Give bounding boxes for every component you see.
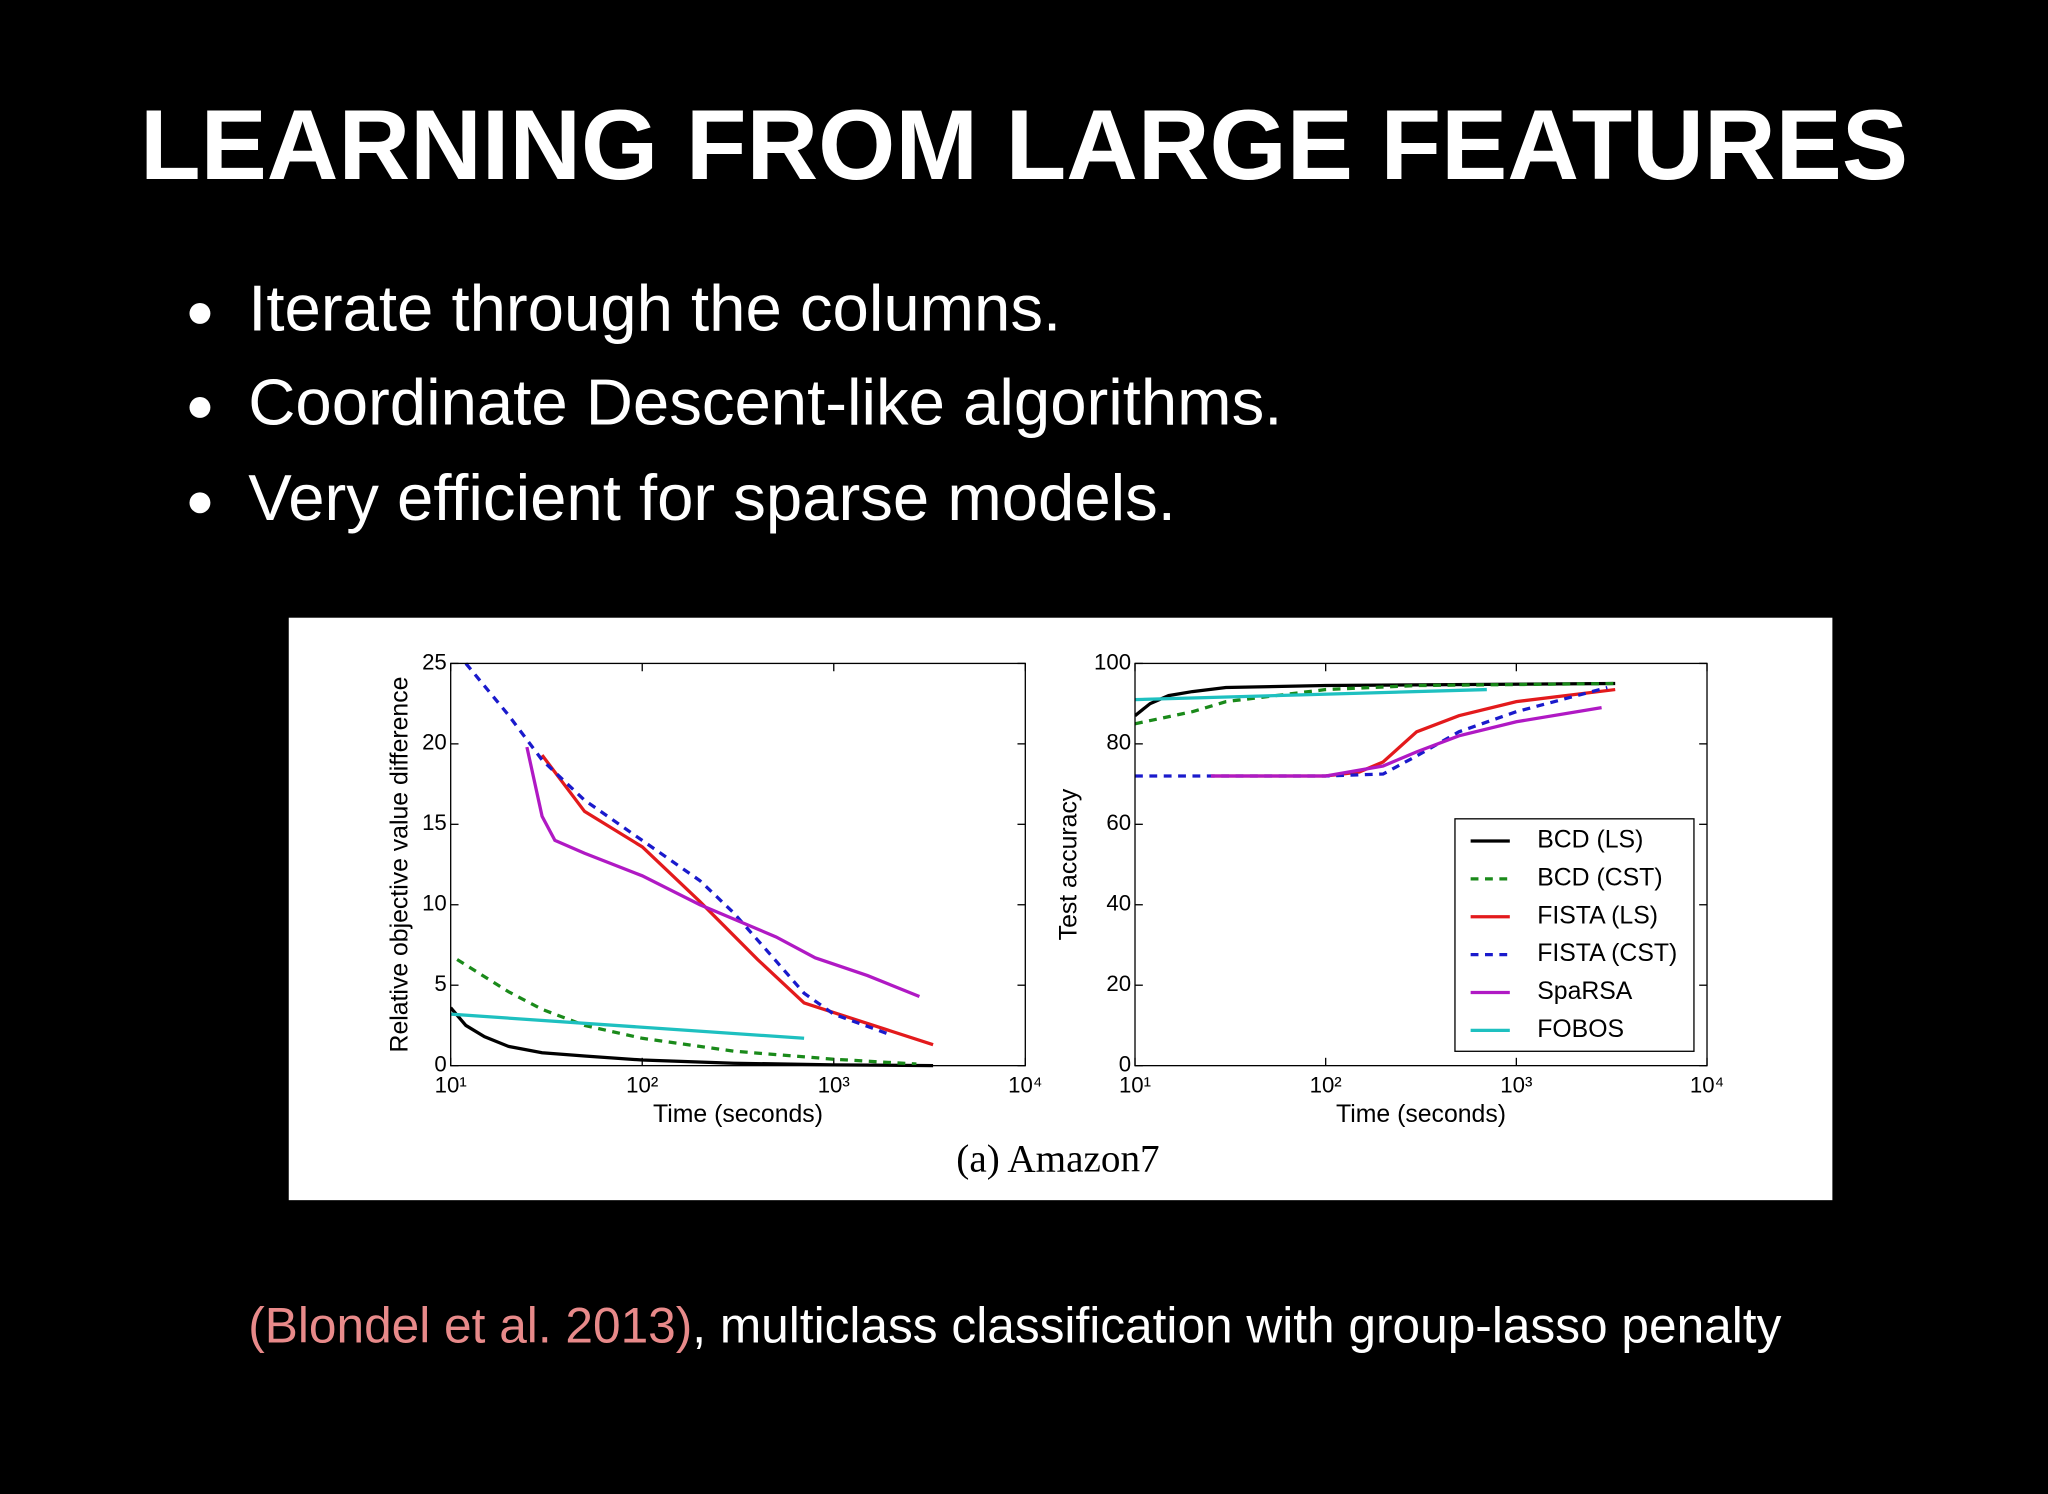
figure-caption: (a) Amazon7 [956, 1137, 1159, 1180]
citation-text: , multiclass classification with group-l… [692, 1298, 1781, 1354]
y-tick-label: 100 [1094, 649, 1131, 674]
slide-title: LEARNING FROM LARGE FEATURES [140, 90, 1908, 201]
series-line [1135, 681, 1616, 717]
y-axis-label: Relative objective value difference [387, 677, 414, 1053]
y-tick-label: 0 [434, 1052, 446, 1077]
y-tick-label: 20 [1106, 971, 1131, 996]
legend-label: BCD (CST) [1537, 864, 1662, 891]
series-line [450, 1006, 934, 1068]
x-tick-label: 10³ [818, 1072, 850, 1097]
y-tick-label: 10 [422, 891, 447, 916]
legend-label: FISTA (LS) [1537, 902, 1658, 929]
y-tick-label: 0 [1119, 1052, 1131, 1077]
x-tick-label: 10² [626, 1072, 658, 1097]
series-line [450, 1012, 805, 1040]
bullet: Coordinate Descent-like algorithms. [248, 366, 1282, 439]
y-tick-label: 60 [1106, 810, 1131, 835]
legend-label: FISTA (CST) [1537, 940, 1677, 967]
x-axis-label: Time (seconds) [653, 1101, 823, 1128]
y-tick-label: 5 [434, 971, 446, 996]
y-tick-label: 25 [422, 649, 447, 674]
series-line [464, 662, 892, 1037]
legend-box [1454, 818, 1695, 1052]
legend-label: BCD (LS) [1537, 827, 1643, 854]
legend-label: FOBOS [1537, 1016, 1624, 1043]
x-tick-label: 10⁴ [1690, 1072, 1724, 1097]
x-tick-label: 10¹ [1119, 1072, 1151, 1097]
bullet-dot [189, 397, 211, 418]
citation-reference: (Blondel et al. 2013) [248, 1298, 692, 1354]
bullet-dot [189, 302, 211, 324]
y-tick-label: 40 [1106, 891, 1131, 916]
y-tick-label: 20 [422, 730, 447, 755]
series-line [525, 746, 921, 998]
bullet: Iterate through the columns. [248, 272, 1061, 345]
x-tick-label: 10¹ [435, 1072, 467, 1097]
series-line [1210, 706, 1602, 778]
citation-line: (Blondel et al. 2013), multiclass classi… [248, 1298, 1781, 1354]
y-tick-label: 80 [1106, 730, 1131, 755]
x-tick-label: 10³ [1500, 1072, 1532, 1097]
x-tick-label: 10² [1310, 1072, 1342, 1097]
bullet: Very efficient for sparse models. [248, 461, 1176, 534]
y-tick-label: 15 [422, 810, 447, 835]
series-line [456, 958, 917, 1066]
plot-frame [450, 662, 1026, 1067]
bullet-dot [189, 492, 211, 514]
y-axis-label: Test accuracy [1055, 788, 1082, 940]
x-axis-label: Time (seconds) [1336, 1101, 1506, 1128]
plots: 0 5 10 15 20 25 10¹ 10² 10³ 10⁴ Time (seconds) Rela… [387, 649, 1725, 1128]
plot-frame [1134, 662, 1708, 1067]
legend-label: SpaRSA [1537, 978, 1633, 1005]
series-line [1135, 687, 1487, 702]
x-tick-label: 10⁴ [1008, 1072, 1042, 1097]
